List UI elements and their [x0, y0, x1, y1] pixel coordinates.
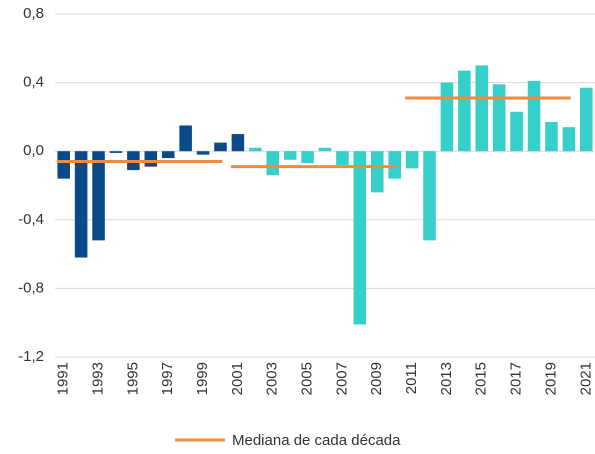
- bar: [74, 151, 88, 258]
- x-tick-label: 2011: [403, 362, 420, 394]
- y-tick-label: 0,8: [23, 5, 44, 22]
- y-tick-label: -0,4: [18, 211, 44, 228]
- bar: [301, 151, 314, 164]
- y-tick-label: 0,4: [23, 74, 44, 91]
- y-tick-label: -0,8: [18, 279, 44, 296]
- x-tick-label: 2003: [264, 362, 281, 395]
- x-tick-label: 1999: [194, 362, 211, 395]
- x-tick-label: 1997: [159, 362, 176, 395]
- x-tick-label: 2009: [368, 362, 385, 395]
- bar: [492, 84, 506, 152]
- bar: [440, 82, 454, 152]
- bar: [423, 151, 436, 241]
- x-tick-label: 1993: [90, 362, 107, 395]
- bar: [527, 80, 541, 152]
- x-tick-label: 2021: [577, 362, 594, 395]
- bar: [353, 151, 367, 325]
- x-tick-label: 1991: [55, 362, 72, 395]
- bar: [562, 127, 576, 152]
- x-tick-label: 2017: [508, 362, 525, 395]
- x-tick-label: 2007: [333, 362, 350, 395]
- legend-label: Mediana de cada década: [232, 432, 401, 449]
- bar: [545, 122, 558, 152]
- x-tick-label: 2013: [438, 362, 455, 395]
- x-tick-label: 2019: [542, 362, 559, 395]
- x-tick-label: 1995: [124, 362, 141, 395]
- y-tick-label: -1,2: [18, 348, 44, 365]
- bar: [318, 147, 332, 152]
- bar: [92, 151, 105, 241]
- x-tick-label: 2005: [299, 362, 316, 395]
- bar: [179, 125, 192, 152]
- bar: [580, 87, 593, 152]
- bar: [370, 151, 384, 193]
- bar: [214, 142, 227, 152]
- bar: [144, 151, 158, 167]
- bar: [161, 151, 175, 159]
- bar: [458, 70, 471, 152]
- bar: [266, 151, 280, 176]
- bar: [249, 147, 262, 152]
- bar: [475, 65, 489, 152]
- bar: [388, 151, 401, 179]
- x-tick-label: 2015: [473, 362, 490, 395]
- bar: [405, 151, 419, 169]
- bar: [336, 151, 349, 165]
- bar: [109, 151, 123, 153]
- bar: [510, 111, 523, 152]
- bar: [196, 151, 210, 155]
- x-tick-label: 2001: [229, 362, 246, 395]
- bar: [57, 151, 70, 179]
- bar: [231, 134, 245, 152]
- y-tick-label: 0,0: [23, 142, 44, 159]
- bar: [283, 151, 297, 160]
